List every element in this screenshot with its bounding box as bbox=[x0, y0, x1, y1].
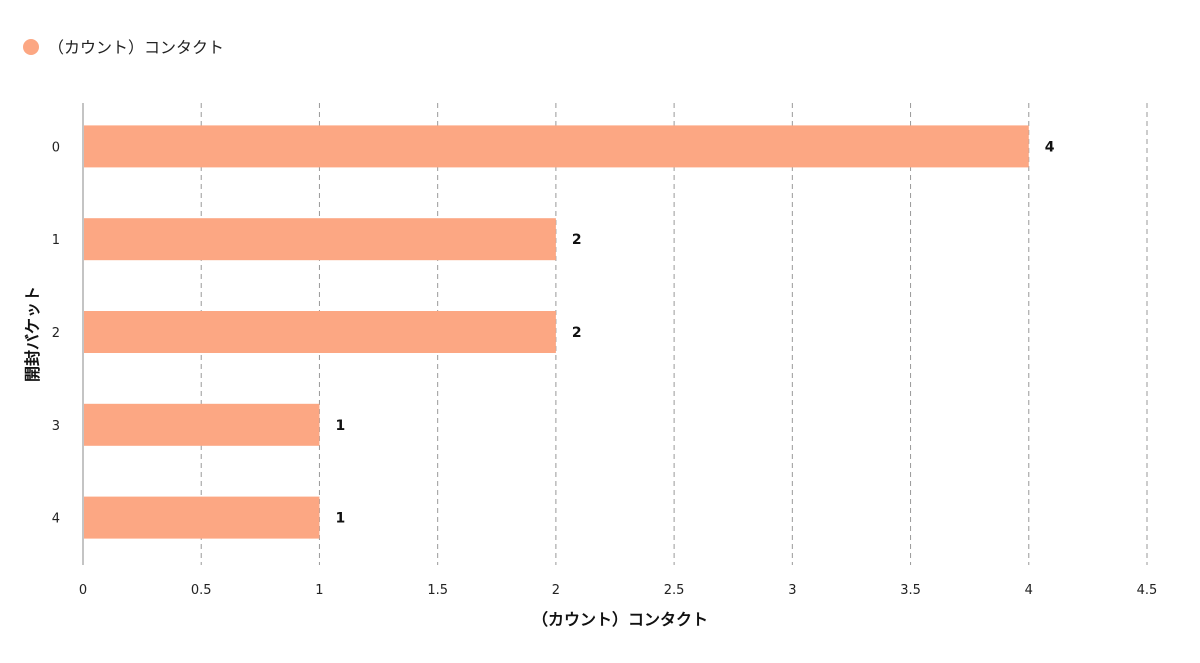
x-tick-label: 0 bbox=[79, 583, 87, 598]
x-axis-title: （カウント）コンタクト bbox=[532, 610, 708, 629]
y-tick-label: 1 bbox=[52, 233, 60, 248]
bar bbox=[84, 218, 556, 261]
y-tick-label: 4 bbox=[52, 512, 60, 527]
x-tick-label: 3 bbox=[788, 583, 796, 598]
bar bbox=[84, 496, 320, 539]
y-axis-title: 開封バケット bbox=[23, 286, 42, 382]
x-tick-label: 2 bbox=[552, 583, 560, 598]
legend-marker bbox=[23, 39, 39, 55]
data-label: 1 bbox=[335, 418, 345, 434]
bar bbox=[84, 125, 1029, 168]
y-tick-label: 0 bbox=[52, 140, 60, 155]
x-tick-label: 1 bbox=[315, 583, 323, 598]
data-label: 2 bbox=[572, 232, 582, 248]
data-label: 2 bbox=[572, 325, 582, 341]
y-tick-label: 3 bbox=[52, 419, 60, 434]
legend-label: （カウント）コンタクト bbox=[48, 38, 224, 57]
x-tick-label: 4.5 bbox=[1137, 583, 1158, 598]
y-tick-label: 2 bbox=[52, 326, 60, 341]
bar bbox=[84, 311, 556, 353]
x-tick-label: 2.5 bbox=[664, 583, 685, 598]
x-tick-label: 1.5 bbox=[427, 583, 448, 598]
data-label: 4 bbox=[1045, 139, 1055, 155]
bar bbox=[84, 403, 320, 446]
legend: （カウント）コンタクト bbox=[23, 38, 224, 57]
x-tick-label: 3.5 bbox=[900, 583, 921, 598]
x-tick-label: 0.5 bbox=[191, 583, 212, 598]
x-tick-label: 4 bbox=[1025, 583, 1033, 598]
data-label: 1 bbox=[335, 511, 345, 527]
